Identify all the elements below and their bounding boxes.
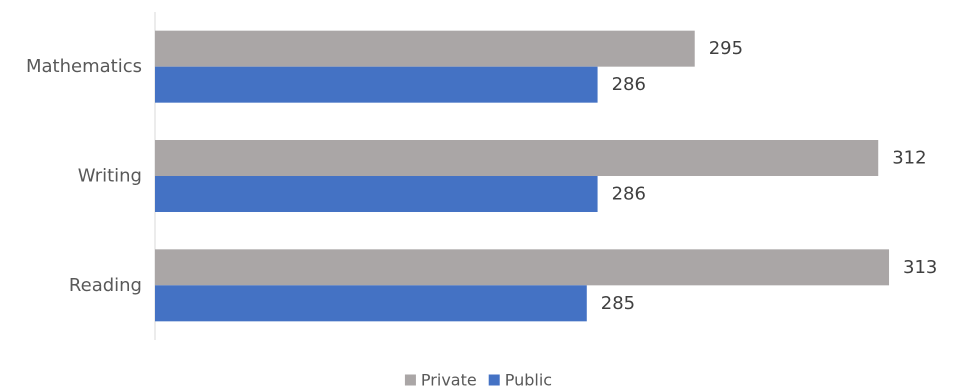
bar-private-reading: [155, 249, 890, 286]
data-label-public-reading: 285: [601, 293, 635, 314]
legend-swatch-public: [488, 374, 500, 386]
data-label-private-reading: 313: [903, 257, 937, 278]
bar-public-mathematics: [155, 66, 598, 103]
bar-public-writing: [155, 176, 598, 212]
legend-label-private: Private: [421, 371, 477, 390]
bar-private-writing: [155, 140, 879, 176]
bar-public-reading: [155, 285, 587, 322]
data-label-private-writing: 312: [892, 148, 926, 169]
data-label-public-writing: 286: [612, 184, 646, 205]
category-label-writing: Writing: [78, 166, 142, 187]
category-label-mathematics: Mathematics: [26, 56, 142, 77]
bar-private-mathematics: [155, 30, 695, 67]
category-label-reading: Reading: [69, 275, 142, 296]
data-labels: 295 286 312 286 313 285: [601, 38, 938, 314]
legend: Private Public: [404, 371, 552, 390]
legend-swatch-private: [404, 374, 416, 386]
category-labels: Mathematics Writing Reading: [26, 56, 142, 296]
legend-label-public: Public: [505, 371, 552, 390]
data-label-public-mathematics: 286: [612, 74, 646, 95]
data-label-private-mathematics: 295: [709, 38, 743, 59]
bars: [155, 30, 890, 322]
